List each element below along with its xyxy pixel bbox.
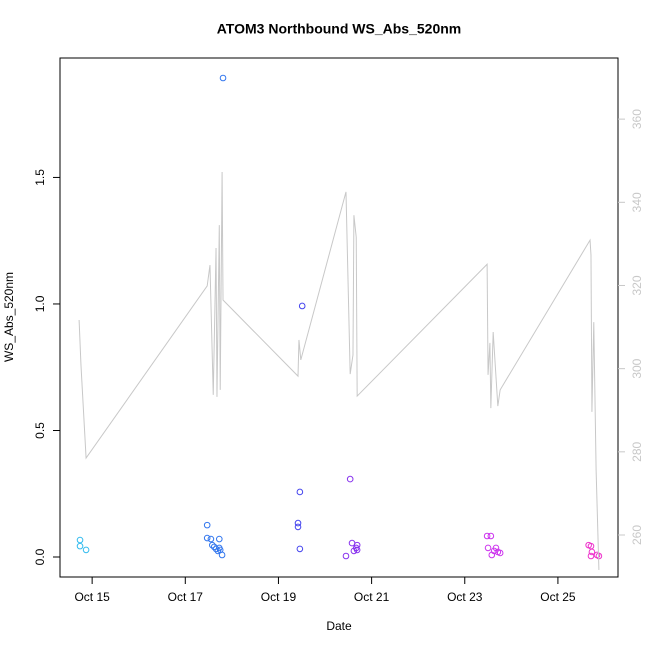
data-point <box>76 542 84 550</box>
y-tick-label: 1.0 <box>33 295 47 312</box>
y2-tick-label: 280 <box>630 441 644 461</box>
data-point <box>298 302 306 310</box>
data-point <box>353 541 361 549</box>
data-point <box>484 544 492 552</box>
y-axis-label: WS_Abs_520nm <box>2 272 16 362</box>
data-point <box>296 545 304 553</box>
data-point <box>587 552 595 560</box>
y2-tick-label: 260 <box>630 525 644 545</box>
y2-tick-label: 340 <box>630 192 644 212</box>
data-point <box>219 74 227 82</box>
x-tick-label: Oct 15 <box>74 590 110 604</box>
y-tick-label: 0.5 <box>33 422 47 439</box>
y2-tick-label: 300 <box>630 358 644 378</box>
data-point <box>212 545 220 553</box>
data-line <box>78 171 600 570</box>
y-tick-label: 0.0 <box>33 548 47 565</box>
data-point <box>207 535 215 543</box>
data-point <box>346 475 354 483</box>
data-point <box>496 549 504 557</box>
data-point <box>203 521 211 529</box>
data-point <box>294 519 302 527</box>
data-point <box>492 544 500 552</box>
x-tick-label: Oct 23 <box>447 590 483 604</box>
data-point <box>215 535 223 543</box>
x-axis-label: Date <box>326 619 352 633</box>
chart-title: ATOM3 Northbound WS_Abs_520nm <box>217 21 462 37</box>
data-point <box>487 532 495 540</box>
data-point <box>483 532 491 540</box>
data-point <box>588 548 596 556</box>
x-tick-label: Oct 25 <box>540 590 576 604</box>
data-point <box>294 523 302 531</box>
y2-tick-label: 360 <box>630 109 644 129</box>
data-point <box>203 534 211 542</box>
plot-frame <box>59 57 619 578</box>
data-point <box>353 546 361 554</box>
x-tick-label: Oct 21 <box>354 590 390 604</box>
data-point <box>82 546 90 554</box>
x-tick-label: Oct 17 <box>168 590 204 604</box>
y2-tick-label: 320 <box>630 275 644 295</box>
data-point <box>218 551 226 559</box>
data-point <box>342 552 350 560</box>
x-tick-label: Oct 19 <box>261 590 297 604</box>
data-point <box>296 488 304 496</box>
data-point <box>209 541 216 549</box>
y-tick-label: 1.5 <box>33 169 47 186</box>
